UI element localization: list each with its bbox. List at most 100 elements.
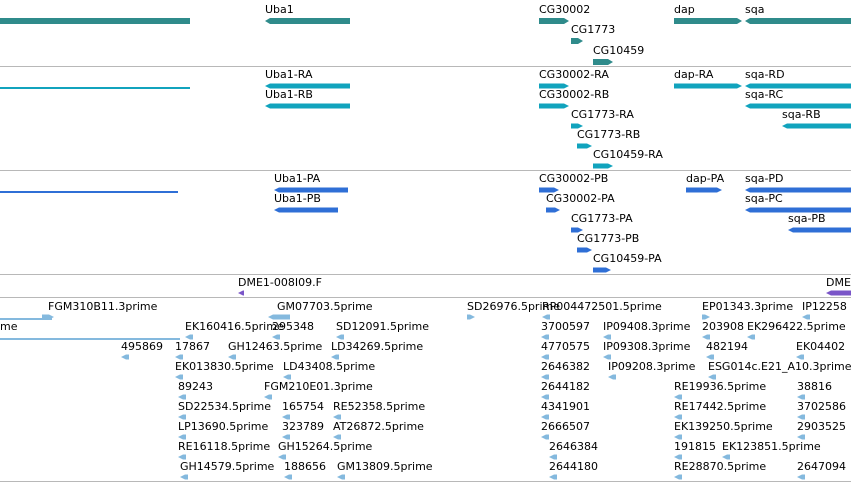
feature-glyph[interactable] (274, 186, 350, 194)
feature-label[interactable]: 165754 (282, 400, 324, 413)
feature-glyph[interactable] (541, 353, 551, 361)
feature-glyph[interactable] (745, 186, 851, 194)
feature-glyph[interactable] (331, 353, 341, 361)
feature-label[interactable]: SD26976.5prime (467, 300, 560, 313)
feature-label[interactable]: 2646382 (541, 360, 590, 373)
feature-glyph[interactable] (265, 82, 352, 90)
feature-glyph[interactable] (702, 333, 712, 341)
feature-glyph[interactable] (0, 315, 54, 323)
feature-label[interactable]: IP12258 (802, 300, 847, 313)
feature-label[interactable]: dap-RA (674, 68, 714, 81)
feature-label[interactable]: 17867 (175, 340, 210, 353)
feature-glyph[interactable] (278, 453, 288, 461)
feature-glyph[interactable] (788, 226, 851, 234)
feature-glyph[interactable] (546, 206, 562, 214)
feature-glyph[interactable] (175, 373, 185, 381)
feature-glyph[interactable] (722, 453, 732, 461)
feature-label[interactable]: CG30002-RA (539, 68, 609, 81)
feature-glyph[interactable] (282, 433, 292, 441)
feature-glyph[interactable] (541, 333, 551, 341)
feature-glyph[interactable] (593, 266, 613, 274)
feature-glyph[interactable] (797, 413, 807, 421)
feature-glyph[interactable] (708, 373, 718, 381)
feature-label[interactable]: Uba1-PB (274, 192, 321, 205)
feature-label[interactable]: RE16118.5prime (178, 440, 271, 453)
feature-glyph[interactable] (745, 102, 851, 110)
feature-label[interactable]: IP09408.3prime (603, 320, 691, 333)
feature-glyph[interactable] (265, 102, 352, 110)
feature-label[interactable]: sqa (745, 3, 765, 16)
feature-label[interactable]: CG10459-RA (593, 148, 663, 161)
feature-label[interactable]: 89243 (178, 380, 213, 393)
feature-label[interactable]: CG10459 (593, 44, 645, 57)
feature-label[interactable]: LD43408.5prime (283, 360, 376, 373)
feature-glyph[interactable] (686, 186, 724, 194)
feature-label[interactable]: 4341901 (541, 400, 590, 413)
feature-glyph[interactable] (539, 102, 571, 110)
feature-glyph[interactable] (577, 142, 594, 150)
feature-glyph[interactable] (608, 373, 618, 381)
feature-glyph[interactable] (571, 122, 585, 130)
feature-glyph[interactable] (674, 433, 684, 441)
feature-label[interactable]: Uba1-RA (265, 68, 313, 81)
feature-label[interactable]: RP004472501.5prime (542, 300, 662, 313)
feature-glyph[interactable] (782, 122, 851, 130)
feature-label[interactable]: 2646384 (549, 440, 598, 453)
feature-label[interactable]: 3700597 (541, 320, 590, 333)
feature-label[interactable]: EP01343.3prime (702, 300, 794, 313)
feature-glyph[interactable] (796, 353, 806, 361)
feature-glyph[interactable] (571, 226, 585, 234)
feature-glyph[interactable] (541, 413, 551, 421)
feature-glyph[interactable] (674, 413, 684, 421)
feature-label[interactable]: 2644182 (541, 380, 590, 393)
feature-glyph[interactable] (42, 313, 56, 321)
feature-glyph[interactable] (674, 393, 684, 401)
feature-label[interactable]: 188656 (284, 460, 326, 473)
feature-glyph[interactable] (272, 333, 282, 341)
feature-glyph[interactable] (228, 353, 238, 361)
feature-glyph[interactable] (745, 206, 851, 214)
feature-glyph[interactable] (702, 313, 712, 321)
feature-glyph[interactable] (121, 353, 131, 361)
feature-label[interactable]: SD12091.5prime (336, 320, 429, 333)
feature-label[interactable]: LP13690.5prime (178, 420, 269, 433)
feature-glyph[interactable] (264, 393, 274, 401)
feature-label[interactable]: 4770575 (541, 340, 590, 353)
feature-label[interactable]: DME1-008I09.F (238, 276, 322, 289)
feature-label[interactable]: EK139250.5prime (674, 420, 773, 433)
feature-label[interactable]: CG30002-RB (539, 88, 610, 101)
feature-label[interactable]: CG10459-PA (593, 252, 662, 265)
feature-label[interactable]: CG30002-PA (546, 192, 615, 205)
feature-label[interactable]: sqa-RC (745, 88, 784, 101)
feature-label[interactable]: CG1773-RB (577, 128, 641, 141)
feature-label[interactable]: GH12463.5prime (228, 340, 323, 353)
feature-label[interactable]: RE19936.5prime (674, 380, 767, 393)
feature-glyph[interactable] (0, 17, 192, 25)
feature-label[interactable]: 323789 (282, 420, 324, 433)
feature-glyph[interactable] (539, 82, 571, 90)
feature-label[interactable]: sqa-RD (745, 68, 785, 81)
feature-glyph[interactable] (268, 313, 292, 321)
feature-label[interactable]: EK013830.5prime (175, 360, 274, 373)
feature-label[interactable]: RE17442.5prime (674, 400, 767, 413)
feature-label[interactable]: 482194 (706, 340, 748, 353)
feature-label[interactable]: 191815 (674, 440, 716, 453)
feature-glyph[interactable] (333, 433, 343, 441)
feature-label[interactable]: sqa-PB (788, 212, 826, 225)
feature-label[interactable]: 38816 (797, 380, 832, 393)
feature-label[interactable]: RE52358.5prime (333, 400, 426, 413)
feature-label[interactable]: 295348 (272, 320, 314, 333)
feature-label[interactable]: ESG014c.E21_A10.3prime (708, 360, 851, 373)
feature-glyph[interactable] (593, 58, 615, 66)
feature-glyph[interactable] (674, 17, 744, 25)
feature-label[interactable]: 3702586 (797, 400, 846, 413)
feature-label[interactable]: GH14579.5prime (180, 460, 275, 473)
feature-glyph[interactable] (549, 453, 559, 461)
feature-glyph[interactable] (337, 473, 347, 481)
feature-label[interactable]: CG1773-PA (571, 212, 633, 225)
feature-glyph[interactable] (175, 353, 185, 361)
feature-glyph[interactable] (706, 353, 716, 361)
feature-label[interactable]: EK123851.5prime (722, 440, 821, 453)
feature-label[interactable]: 2647094 (797, 460, 846, 473)
feature-glyph[interactable] (826, 289, 851, 297)
